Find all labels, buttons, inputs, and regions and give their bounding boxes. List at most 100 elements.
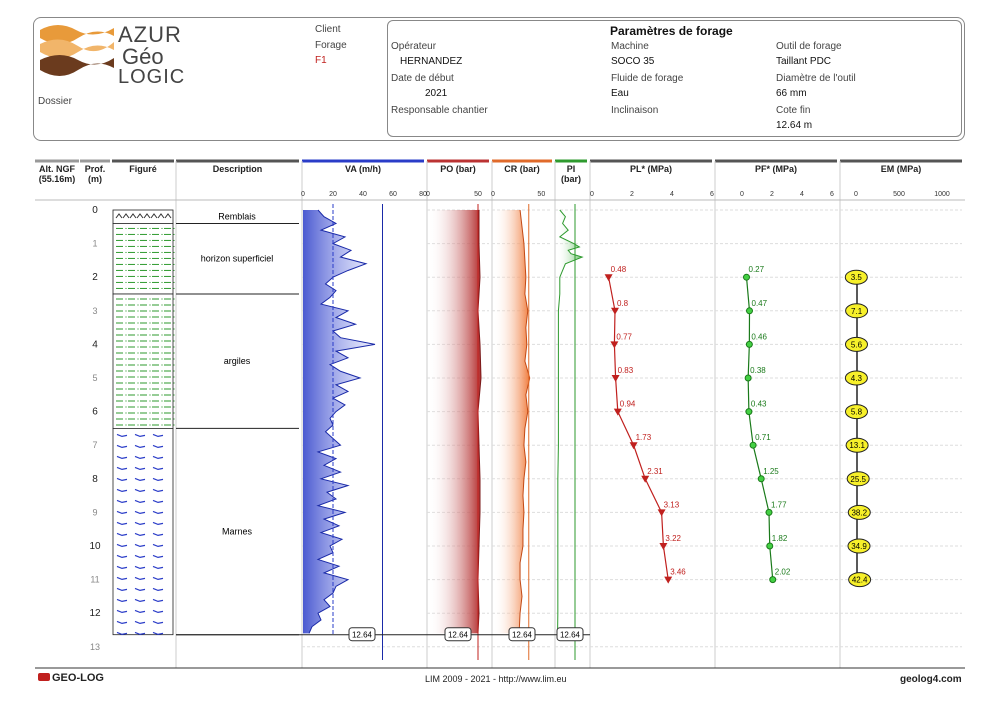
silt-dot [149,394,151,396]
marl-stroke [116,620,128,625]
marl-stroke [152,565,164,570]
silt-dot [137,328,139,330]
lithology-description: argiles [224,356,251,366]
silt-dot [137,364,139,366]
silt-dot [125,412,127,414]
marl-stroke [134,433,146,438]
fluide-label: Fluide de forage [611,73,684,84]
header-panel [33,17,965,141]
pl-marker [610,341,619,349]
silt-dot [149,298,151,300]
col-cr: CR (bar) [504,164,540,174]
marl-stroke [152,477,164,482]
fill-mark [115,213,123,219]
pl-marker [657,509,666,517]
em-value-label: 38.2 [851,508,867,517]
silt-dot [137,358,139,360]
silt-dot [149,233,151,236]
pl-tick-label: 6 [710,191,714,198]
pf-marker [745,408,753,416]
silt-dot [173,424,175,426]
silt-dot [137,287,139,290]
em-marker [847,504,871,520]
silt-dot [137,239,139,242]
marl-stroke [116,598,128,603]
silt-dot [173,340,175,342]
end-depth-label-va: 12.64 [352,631,373,640]
em-marker [844,269,868,285]
silt-dot [125,233,127,236]
marl-stroke [152,609,164,614]
marl-stroke [134,499,146,504]
marl-stroke [152,521,164,526]
silt-dot [173,245,175,248]
depth-tick-label: 11 [90,575,99,585]
silt-dot [125,316,127,318]
marl-stroke [152,554,164,559]
va-tick-label: 80 [419,191,427,198]
marl-stroke [152,576,164,581]
pf-tick-label: 0 [740,191,744,198]
lithology-block [112,427,174,636]
silt-dot [173,406,175,408]
em-tick-label: 0 [854,191,858,198]
silt-dot [161,388,163,390]
lithology-description: horizon superficiel [201,254,274,264]
silt-dot [161,334,163,336]
depth-tick-label: 13 [90,642,100,652]
va-curve-fill [303,210,375,634]
cr-tick-label: 50 [537,191,545,198]
pf-value-label: 1.77 [771,500,787,509]
silt-dot [173,322,175,324]
fill-mark [150,213,158,219]
end-depth-badge-po [444,627,472,642]
marl-stroke [134,576,146,581]
silt-dot [137,394,139,396]
silt-dot [173,370,175,372]
silt-dot [149,406,151,408]
silt-dot [125,304,127,306]
silt-dot [173,364,175,366]
silt-dot [173,412,175,414]
date-label: Date de début [391,73,454,84]
em-value-label: 7.1 [851,307,863,316]
em-value-label: 3.5 [851,273,863,282]
silt-dot [161,328,163,330]
marl-stroke [152,598,164,603]
lithology-block [112,293,174,429]
pf-value-label: 0.46 [751,332,767,341]
pl-value-label: 0.8 [617,299,629,308]
silt-dot [161,275,163,278]
silt-dot [173,298,175,300]
va-tick-label: 20 [329,191,337,198]
fill-mark [122,213,130,219]
pf-value-label: 0.71 [755,433,771,442]
em-value-label: 4.3 [851,374,863,383]
silt-dot [173,251,175,254]
silt-dot [173,233,175,236]
marl-stroke [134,598,146,603]
em-tick-label: 1000 [934,191,950,198]
silt-dot [173,239,175,242]
silt-dot [125,376,127,378]
end-depth-badge-va [348,627,376,642]
silt-dot [137,340,139,342]
silt-dot [161,316,163,318]
lithology-description: Marnes [222,527,253,537]
silt-dot [137,298,139,300]
marl-stroke [116,532,128,537]
silt-dot [125,400,127,402]
pl-value-label: 3.13 [664,500,680,509]
end-depth-label-po: 12.64 [448,631,469,640]
silt-dot [149,352,151,354]
silt-dot [137,233,139,236]
silt-dot [125,275,127,278]
silt-dot [125,251,127,254]
silt-dot [173,400,175,402]
pf-marker [757,475,765,483]
fill-mark [164,213,172,219]
cr-curve-line [518,209,531,634]
silt-dot [149,412,151,414]
silt-dot [173,394,175,396]
silt-dot [137,322,139,324]
